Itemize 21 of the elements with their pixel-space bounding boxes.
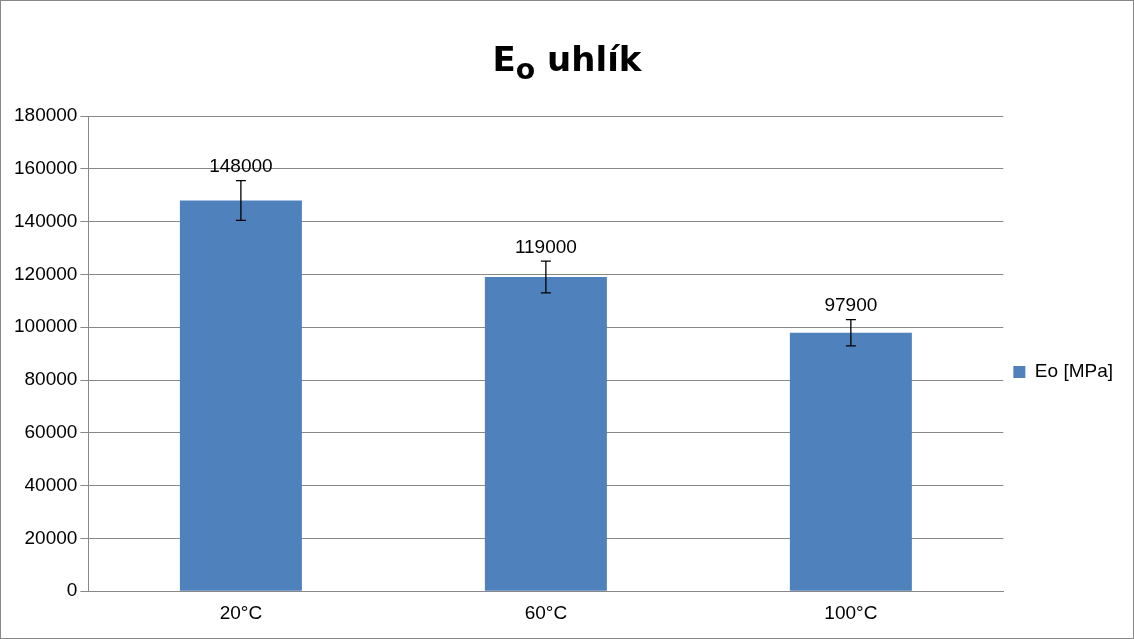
y-tick-label: 180000	[14, 104, 78, 126]
y-tick-label: 140000	[14, 209, 78, 231]
y-tick-label: 160000	[14, 157, 78, 179]
chart-title: E$_{o}$ uhlík	[491, 39, 643, 86]
y-tick-label: 60000	[24, 421, 78, 443]
y-tick-label: 120000	[14, 262, 78, 284]
x-tick-label: 100°C	[824, 601, 878, 623]
y-tick-label: 0	[66, 579, 78, 601]
x-tick-label: 60°C	[524, 601, 568, 623]
bar	[179, 200, 302, 591]
legend-label: Eo [MPa]	[1034, 360, 1114, 382]
y-tick-label: 80000	[24, 368, 78, 390]
data-label: 148000	[209, 155, 273, 177]
data-label: 119000	[514, 235, 577, 257]
bar	[789, 332, 912, 591]
y-tick-label: 40000	[24, 473, 78, 495]
x-tick-label: 20°C	[219, 601, 263, 623]
data-label: 97900	[824, 294, 878, 316]
y-tick-label: 100000	[14, 315, 78, 337]
bar	[484, 277, 607, 591]
y-tick-label: 20000	[24, 526, 78, 548]
